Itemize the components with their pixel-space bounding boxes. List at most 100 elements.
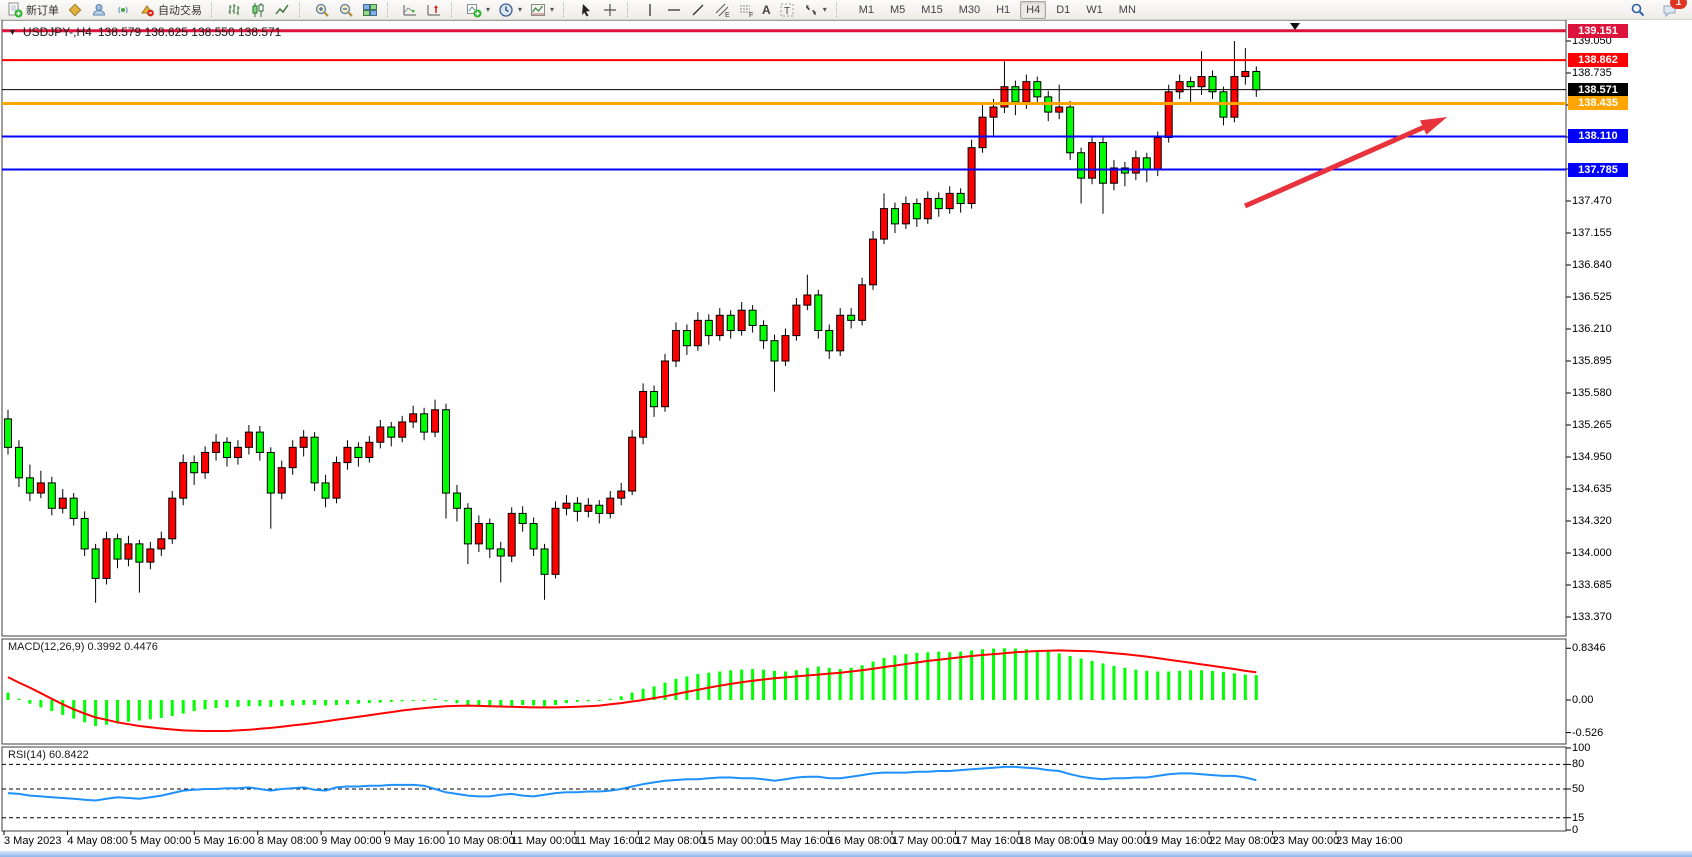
community-icon (91, 2, 107, 18)
macd-histogram-bar (1057, 653, 1061, 700)
candle (803, 294, 812, 306)
candle (474, 523, 483, 545)
bar-chart-type-button[interactable] (222, 0, 246, 20)
candle (1099, 142, 1107, 184)
auto-trading-button[interactable]: 自动交易 (135, 0, 206, 20)
community-button[interactable] (87, 0, 111, 20)
fibonacci-tool-button[interactable]: F (734, 0, 758, 20)
timeframe-button-mn[interactable]: MN (1118, 3, 1136, 16)
candle (124, 543, 133, 560)
macd-histogram-bar (641, 688, 645, 700)
candle (1055, 106, 1064, 113)
candle (682, 330, 691, 347)
macd-histogram-bar (674, 678, 678, 700)
candle (452, 492, 461, 509)
macd-histogram-bar (389, 700, 393, 702)
macd-histogram-bar (280, 700, 284, 707)
macd-histogram-bar (564, 700, 568, 704)
candle (1197, 76, 1206, 88)
chart-shift-marker[interactable] (1290, 23, 1300, 30)
svg-text:E: E (725, 12, 730, 18)
new-order-button[interactable]: 新订单 (3, 0, 63, 20)
text-tool-button[interactable]: A (758, 0, 775, 20)
candlestick-type-button[interactable] (246, 0, 270, 20)
text-label-tool-button[interactable]: T (775, 0, 799, 20)
horizontal-line-tool-button[interactable] (662, 0, 686, 20)
templates-button[interactable]: ▾ (526, 0, 558, 20)
candle (25, 477, 34, 494)
notifications-button[interactable]: 1 (1658, 0, 1687, 20)
macd-histogram-bar (126, 700, 130, 722)
candle (1011, 86, 1020, 103)
macd-histogram-bar (83, 700, 87, 723)
macd-histogram-bar (630, 692, 634, 700)
text-label-icon: T (779, 2, 795, 18)
timeframe-button-w1[interactable]: W1 (1086, 3, 1103, 16)
macd-histogram-bar (400, 700, 404, 702)
timeframe-button-h4[interactable]: H4 (1020, 0, 1047, 19)
macd-histogram-bar (992, 648, 995, 700)
candle (661, 360, 669, 408)
candle (1000, 86, 1009, 108)
candle (617, 490, 626, 499)
macd-histogram-bar (17, 698, 21, 700)
main-chart-panel[interactable] (1, 19, 1567, 637)
timeframe-button-m1[interactable]: M1 (858, 3, 875, 16)
macd-histogram-bar (236, 700, 240, 707)
macd-histogram-bar (1090, 660, 1094, 700)
line-chart-type-button[interactable] (270, 0, 294, 20)
cursor-tool-button[interactable] (574, 0, 598, 20)
macd-histogram-bar (1024, 649, 1028, 700)
timeframe-button-h1[interactable]: H1 (996, 3, 1011, 16)
crosshair-tool-button[interactable] (598, 0, 622, 20)
arrows-tool-button[interactable]: ▾ (799, 0, 831, 20)
candle (91, 548, 100, 579)
chart-shift-button[interactable] (422, 0, 446, 20)
candlestick-icon (250, 2, 266, 18)
macd-histogram-bar (1068, 655, 1072, 700)
candle (858, 284, 867, 321)
candle (748, 309, 757, 326)
trendline-tool-button[interactable] (686, 0, 710, 20)
candle (562, 502, 571, 509)
candle (4, 418, 12, 448)
candle (551, 507, 560, 575)
channel-tool-button[interactable]: E (710, 0, 734, 20)
macd-histogram-bar (959, 651, 963, 700)
signals-button[interactable] (111, 0, 135, 20)
signals-icon (115, 2, 131, 18)
dropdown-caret-icon: ▾ (486, 5, 491, 14)
vertical-line-tool-button[interactable] (638, 0, 662, 20)
timeframe-button-d1[interactable]: D1 (1056, 3, 1071, 16)
candle (376, 426, 385, 443)
timeframe-button-m30[interactable]: M30 (958, 3, 981, 16)
chart-shift-icon (426, 2, 442, 18)
timeframe-button-m5[interactable]: M5 (890, 3, 906, 16)
macd-histogram-bar (1112, 665, 1116, 700)
market-depth-button[interactable] (63, 0, 87, 20)
trend-arrow-annotation[interactable] (1243, 118, 1440, 209)
text-tool-icon: A (762, 2, 771, 17)
search-button[interactable] (1626, 0, 1650, 20)
macd-histogram-bar (1243, 674, 1247, 700)
macd-histogram-bar (61, 700, 65, 715)
macd-histogram-bar (356, 700, 360, 704)
macd-histogram-bar (970, 650, 974, 700)
auto-scroll-button[interactable] (398, 0, 422, 20)
timeframe-button-m15[interactable]: M15 (921, 3, 943, 16)
tile-windows-button[interactable] (358, 0, 382, 20)
zoom-in-button[interactable] (310, 0, 334, 20)
candle (266, 451, 275, 494)
periods-button[interactable]: ▾ (494, 0, 526, 20)
macd-histogram-bar (586, 700, 590, 702)
macd-histogram-bar (554, 700, 557, 705)
candle (1131, 157, 1140, 174)
macd-histogram-bar (794, 670, 798, 700)
macd-histogram-bar (740, 669, 744, 700)
zoom-out-button[interactable] (334, 0, 358, 20)
macd-histogram-bar (926, 652, 930, 700)
macd-histogram-bar (860, 665, 864, 700)
indicators-button[interactable]: ▾ (462, 0, 494, 20)
candle (814, 294, 823, 332)
